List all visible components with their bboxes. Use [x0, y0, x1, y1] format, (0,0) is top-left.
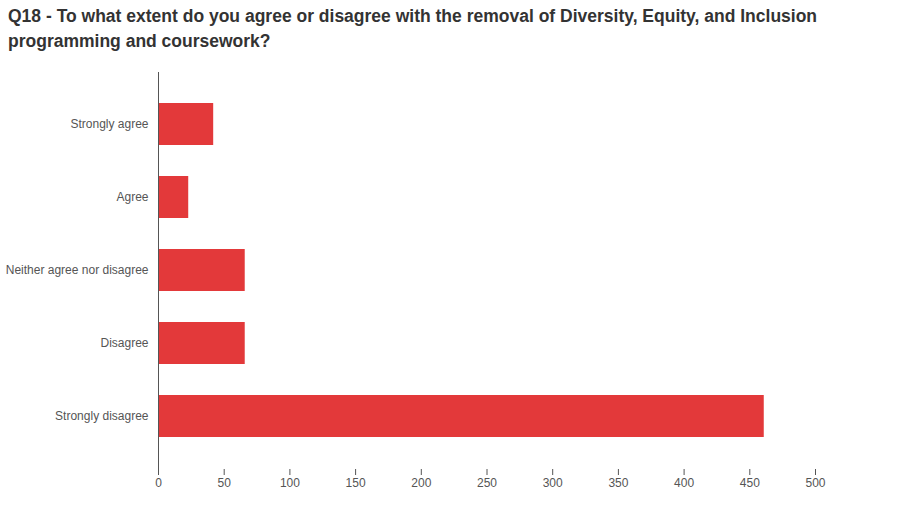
svg-text:Disagree: Disagree [100, 336, 148, 350]
html-text:Q18 - To what extent do you ag: Q18 - To what extent do you agree or dis… [8, 6, 818, 51]
svg-text:Strongly disagree: Strongly disagree [55, 409, 149, 423]
svg-text:0: 0 [155, 476, 162, 490]
svg-text:Neither agree nor disagree: Neither agree nor disagree [6, 263, 149, 277]
svg-text:Agree: Agree [116, 190, 148, 204]
svg-text:50: 50 [218, 476, 232, 490]
svg-text:500: 500 [805, 476, 825, 490]
svg-text:200: 200 [411, 476, 431, 490]
svg-text:350: 350 [608, 476, 628, 490]
svg-text:100: 100 [280, 476, 300, 490]
svg-text:300: 300 [543, 476, 563, 490]
svg-text:450: 450 [740, 476, 760, 490]
svg-text:150: 150 [346, 476, 366, 490]
svg-text:250: 250 [477, 476, 497, 490]
svg-text:Strongly agree: Strongly agree [70, 117, 148, 131]
svg-text:400: 400 [674, 476, 694, 490]
